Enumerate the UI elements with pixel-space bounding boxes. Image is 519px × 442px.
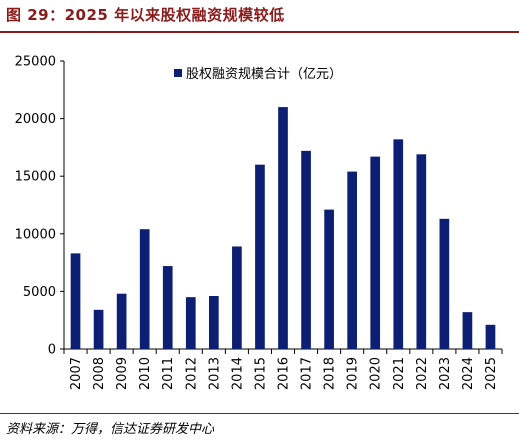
x-tick-label: 2013 (207, 357, 222, 390)
bar-2008 (93, 309, 104, 349)
x-axis: 2007 2008 2009 2010 2011 2012 2013 2014 2015 2016… (63, 348, 503, 390)
bar-2013 (209, 296, 219, 349)
y-tick-label: 10000 (15, 227, 56, 242)
bar-2012 (185, 297, 196, 349)
bar-2010 (139, 229, 150, 349)
legend-label: 股权融资规模合计（亿元） (186, 66, 342, 82)
y-tick-label: 0 (48, 343, 56, 358)
x-tick-label: 2015 (253, 357, 268, 390)
bar-2024 (462, 312, 473, 349)
x-tick-label: 2012 (184, 357, 199, 390)
x-tick-label: 2017 (300, 357, 315, 390)
x-tick-label: 2018 (323, 357, 338, 390)
bar-series (70, 107, 496, 349)
x-tick-label: 2009 (115, 357, 130, 390)
source-note: 资料来源：万得，信达证券研发中心 (6, 422, 215, 437)
bar-2022 (416, 154, 427, 349)
figure-title: 图 29：2025 年以来股权融资规模较低 (6, 6, 285, 24)
bar-2023 (439, 218, 450, 349)
source-divider (0, 413, 519, 414)
legend-swatch (174, 69, 182, 77)
legend: 股权融资规模合计（亿元） (174, 66, 342, 82)
x-tick-label: 2020 (369, 357, 384, 390)
bar-2019 (347, 171, 357, 349)
bar-2009 (116, 293, 127, 349)
x-tick-label: 2010 (138, 357, 153, 390)
x-tick-label: 2011 (161, 357, 176, 390)
title-divider (0, 31, 519, 33)
y-tick-label: 15000 (15, 170, 56, 185)
x-tick-label: 2024 (461, 357, 476, 390)
x-tick-label: 2025 (484, 357, 499, 390)
bar-2011 (162, 266, 173, 349)
x-tick-label: 2019 (346, 357, 361, 390)
x-tick-label: 2007 (69, 357, 84, 390)
x-tick-label: 2016 (277, 357, 292, 390)
bar-2017 (301, 150, 311, 349)
x-tick-label: 2014 (230, 357, 245, 390)
x-tick-label: 2008 (92, 357, 107, 390)
y-tick-label: 5000 (23, 285, 56, 300)
bar-2021 (393, 139, 404, 349)
x-tick-label: 2021 (392, 357, 407, 390)
bar-2007 (70, 253, 81, 349)
bar-2020 (370, 156, 381, 349)
bar-2018 (324, 209, 334, 349)
bar-2014 (232, 246, 242, 349)
y-tick-label: 25000 (15, 55, 56, 70)
bar-2025 (485, 324, 496, 349)
y-axis: 0 5000 10000 15000 20000 25000 (15, 55, 65, 358)
bar-2015 (255, 164, 265, 349)
bar-2016 (278, 107, 288, 349)
x-tick-label: 2022 (415, 357, 430, 390)
y-tick-label: 20000 (15, 112, 56, 127)
x-tick-label: 2023 (438, 357, 453, 390)
